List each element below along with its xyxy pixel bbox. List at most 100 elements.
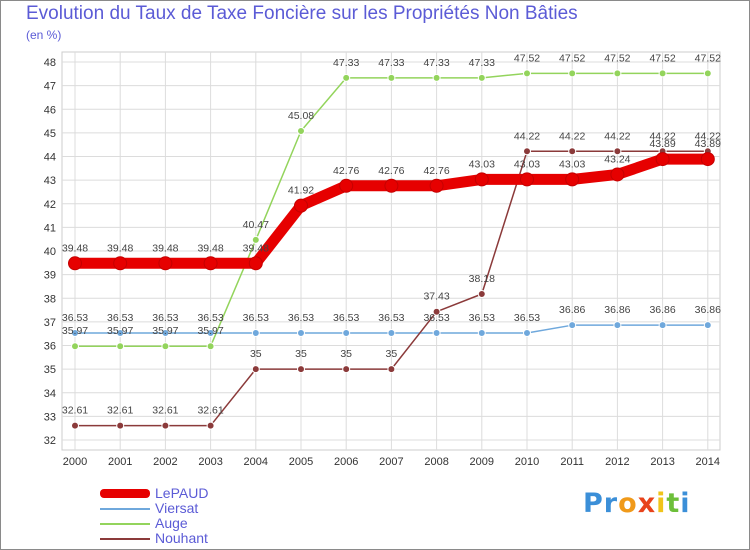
data-label-nouhant: 44.22 <box>695 130 721 142</box>
data-label-nouhant: 44.22 <box>649 130 675 142</box>
data-point-nouhant <box>342 365 351 374</box>
data-label-viersat: 36.86 <box>649 304 675 316</box>
logo-letter: x <box>637 488 657 519</box>
data-point-lepaud <box>68 256 82 271</box>
y-tick-label: 40 <box>44 246 56 258</box>
data-point-viersat <box>206 328 215 337</box>
data-point-lepaud <box>520 172 534 187</box>
data-label-auge: 35.97 <box>197 325 223 337</box>
legend-label-nouhant: Nouhant <box>155 530 208 546</box>
data-point-lepaud <box>339 178 354 193</box>
legend-swatch-viersat <box>100 508 150 510</box>
data-label-viersat: 36.53 <box>288 312 314 324</box>
data-point-auge <box>432 73 441 82</box>
data-label-auge: 47.52 <box>604 52 630 64</box>
logo-letter: i <box>680 488 691 519</box>
data-label-viersat: 36.53 <box>197 312 223 324</box>
y-tick-label: 41 <box>44 222 56 234</box>
data-label-auge: 47.52 <box>649 52 675 64</box>
x-tick-label: 2012 <box>605 456 629 468</box>
data-point-viersat <box>613 321 622 330</box>
data-point-lepaud <box>565 172 580 187</box>
data-label-lepaud: 43.89 <box>649 138 675 150</box>
legend-swatch-auge <box>100 523 150 525</box>
data-label-viersat: 36.53 <box>333 312 359 324</box>
data-label-viersat: 36.53 <box>514 312 540 324</box>
data-label-nouhant: 32.61 <box>107 405 133 417</box>
data-point-lepaud <box>474 172 489 187</box>
data-point-lepaud <box>384 178 399 193</box>
data-label-nouhant: 35 <box>386 348 398 360</box>
data-label-auge: 35.97 <box>107 325 133 337</box>
legend-swatch-nouhant <box>100 538 150 540</box>
data-point-nouhant <box>297 365 305 374</box>
data-point-nouhant <box>523 147 531 156</box>
y-tick-label: 42 <box>44 199 56 211</box>
data-label-viersat: 36.53 <box>243 312 269 324</box>
data-point-nouhant <box>477 289 486 298</box>
y-tick-label: 33 <box>44 411 56 423</box>
data-point-auge <box>387 73 396 82</box>
data-label-nouhant: 32.61 <box>197 405 223 417</box>
data-label-viersat: 36.53 <box>378 312 404 324</box>
data-label-viersat: 36.53 <box>423 312 449 324</box>
y-tick-label: 32 <box>44 435 56 447</box>
data-label-auge: 35.97 <box>62 325 88 337</box>
data-label-nouhant: 44.22 <box>604 130 630 142</box>
y-tick-label: 48 <box>44 57 56 69</box>
data-point-lepaud <box>655 152 670 167</box>
y-tick-label: 46 <box>44 104 56 116</box>
data-point-nouhant <box>432 307 441 316</box>
data-label-auge: 47.52 <box>559 52 585 64</box>
x-tick-label: 2001 <box>108 456 132 468</box>
data-point-lepaud <box>203 256 218 271</box>
data-point-auge <box>703 69 712 78</box>
data-label-nouhant: 44.22 <box>514 130 540 142</box>
data-label-auge: 47.33 <box>378 57 404 69</box>
data-point-nouhant <box>206 421 215 430</box>
data-point-viersat <box>297 328 305 337</box>
data-point-auge <box>342 73 351 82</box>
legend-swatch-lepaud <box>100 489 150 498</box>
data-label-lepaud: 43.24 <box>604 153 630 165</box>
x-tick-label: 2011 <box>560 456 584 468</box>
data-point-lepaud <box>429 178 444 193</box>
legend-label-auge: Auge <box>155 515 188 531</box>
data-label-viersat: 36.86 <box>559 304 585 316</box>
chart-title: Evolution du Taux de Taxe Foncière sur l… <box>26 3 578 24</box>
data-point-nouhant <box>568 147 577 156</box>
x-tick-label: 2014 <box>696 456 720 468</box>
data-point-viersat <box>523 328 531 337</box>
data-point-auge <box>206 342 215 351</box>
data-point-lepaud <box>700 152 715 167</box>
logo-letter: r <box>603 488 619 519</box>
data-point-auge <box>523 69 531 78</box>
data-point-viersat <box>703 321 712 330</box>
data-label-nouhant: 32.61 <box>62 405 88 417</box>
logo-letter: t <box>666 488 681 519</box>
data-label-lepaud: 42.76 <box>378 165 404 177</box>
data-label-nouhant: 38.18 <box>469 273 495 285</box>
y-tick-label: 36 <box>44 341 56 353</box>
y-tick-label: 37 <box>44 317 56 329</box>
y-tick-label: 43 <box>44 175 56 187</box>
x-tick-label: 2000 <box>63 456 87 468</box>
logo-letter: o <box>618 488 638 519</box>
data-label-lepaud: 39.48 <box>152 242 178 254</box>
x-tick-label: 2003 <box>198 456 222 468</box>
data-point-lepaud <box>158 256 173 271</box>
data-point-lepaud <box>248 256 263 271</box>
data-label-auge: 35.97 <box>152 325 178 337</box>
data-point-nouhant <box>613 147 622 156</box>
data-point-auge <box>658 69 667 78</box>
data-point-lepaud <box>113 256 128 271</box>
x-tick-label: 2008 <box>424 456 448 468</box>
data-point-viersat <box>477 328 486 337</box>
y-axis-unit: (en %) <box>26 28 62 42</box>
data-label-lepaud: 39.48 <box>243 242 269 254</box>
data-label-viersat: 36.53 <box>469 312 495 324</box>
data-point-nouhant <box>116 421 125 430</box>
legend-label-viersat: Viersat <box>155 500 199 516</box>
x-tick-label: 2006 <box>334 456 358 468</box>
data-label-auge: 45.08 <box>288 110 314 122</box>
